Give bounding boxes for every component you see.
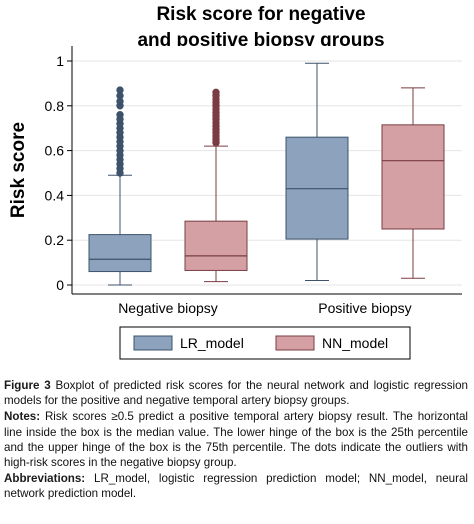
chart-canvas: Risk score for negative and positive biop… xyxy=(8,4,462,360)
x-category-label: Positive biopsy xyxy=(318,300,411,316)
abbreviations-text: LR_model, logistic regression prediction… xyxy=(4,472,468,501)
abbreviations-label: Abbreviations: xyxy=(4,472,86,486)
figure-caption: Figure 3 Boxplot of predicted risk score… xyxy=(4,378,468,503)
figure-label: Figure 3 xyxy=(4,379,51,392)
legend-swatch xyxy=(275,335,315,351)
y-tick-label: 0 xyxy=(56,277,64,293)
legend-swatch xyxy=(133,335,173,351)
figure-caption-main: Figure 3 Boxplot of predicted risk score… xyxy=(4,378,468,408)
legend-label: LR_model xyxy=(180,335,244,351)
figure-notes: Notes: Risk scores ≥0.5 predict a positi… xyxy=(4,409,468,470)
outlier-point xyxy=(116,111,124,119)
notes-text: Risk scores ≥0.5 predict a positive temp… xyxy=(4,410,468,470)
box xyxy=(184,220,248,271)
y-tick-label: 0.4 xyxy=(45,187,65,203)
outlier-point xyxy=(212,88,220,97)
chart-title-line: and positive biopsy groups xyxy=(137,30,384,51)
y-tick-label: 0.6 xyxy=(45,143,65,159)
figure-abbreviations: Abbreviations: LR_model, logistic regres… xyxy=(4,471,468,501)
outlier-point xyxy=(116,86,124,94)
y-axis-label: Risk score xyxy=(8,122,29,218)
legend-label: NN_model xyxy=(322,335,388,351)
figure-text: Boxplot of predicted risk scores for the… xyxy=(4,379,468,408)
box xyxy=(88,234,152,273)
notes-label: Notes: xyxy=(4,410,41,424)
chart-title-line: Risk score for negative xyxy=(156,4,365,25)
box xyxy=(381,124,445,230)
x-category-label: Negative biopsy xyxy=(118,300,218,316)
y-tick-label: 1 xyxy=(56,53,64,69)
y-tick-label: 0.2 xyxy=(45,232,65,248)
boxplot-chart: Risk score for negative and positive biop… xyxy=(8,4,462,360)
y-tick-label: 0.8 xyxy=(45,98,65,114)
